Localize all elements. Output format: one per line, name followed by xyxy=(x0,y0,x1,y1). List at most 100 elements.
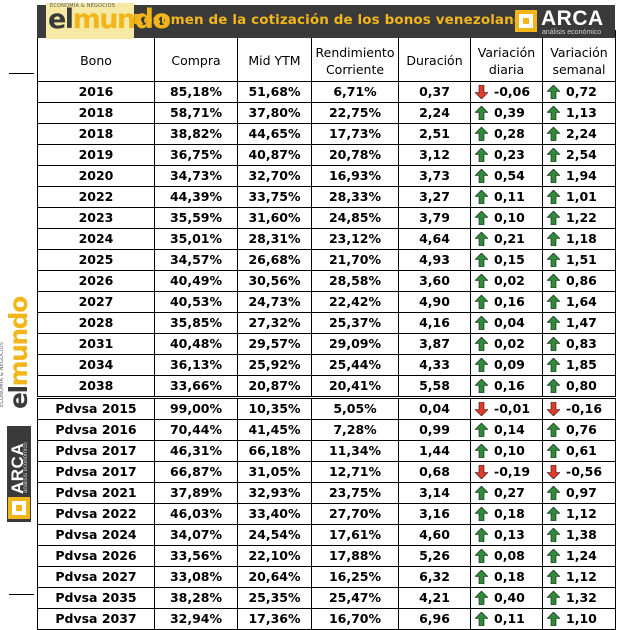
cell-compra: 70,44% xyxy=(154,419,238,441)
cell-duracion: 5,58 xyxy=(398,375,471,398)
cell-variacion-semanal: 1,38 xyxy=(542,524,616,546)
cell-duracion: 3,12 xyxy=(398,144,471,166)
cell-variacion-semanal: 2,54 xyxy=(542,144,616,166)
cell-duracion: 0,99 xyxy=(398,419,471,441)
table-row: Pdvsa 2024 34,07% 24,54% 17,61% 4,60 0,13 1,38 xyxy=(37,524,616,546)
arrow-up-icon xyxy=(475,126,488,141)
arrow-up-icon xyxy=(475,378,488,393)
arrow-up-icon xyxy=(547,378,560,393)
table-row: Pdvsa 2021 37,89% 32,93% 23,75% 3,14 0,27 0,97 xyxy=(37,482,616,504)
arrow-up-icon xyxy=(547,485,560,500)
arrow-up-icon xyxy=(475,252,488,267)
cell-rendimiento: 17,61% xyxy=(311,524,399,546)
cell-duracion: 4,60 xyxy=(398,524,471,546)
cell-variacion-diaria: 0,28 xyxy=(470,123,543,145)
cell-compra: 40,48% xyxy=(154,333,238,355)
cell-mid-ytm: 32,70% xyxy=(237,165,312,187)
arrow-up-icon xyxy=(475,273,488,288)
cell-mid-ytm: 44,65% xyxy=(237,123,312,145)
cell-variacion-semanal: 1,94 xyxy=(542,165,616,187)
cell-mid-ytm: 25,92% xyxy=(237,354,312,376)
table-body: 2016 85,18% 51,68% 6,71% 0,37 -0,06 0,72 2018 58… xyxy=(37,81,616,630)
cell-duracion: 2,51 xyxy=(398,123,471,145)
arca-logo-side: ARCA análisis económico xyxy=(7,426,31,522)
arrow-up-icon xyxy=(547,210,560,225)
cell-duracion: 3,79 xyxy=(398,207,471,229)
cell-mid-ytm: 20,64% xyxy=(237,566,312,588)
cell-rendimiento: 24,85% xyxy=(311,207,399,229)
cell-bono: 2019 xyxy=(37,144,155,166)
cell-variacion-semanal: 1,64 xyxy=(542,291,616,313)
cell-variacion-semanal: 0,83 xyxy=(542,333,616,355)
cell-compra: 40,49% xyxy=(154,270,238,292)
cell-compra: 46,03% xyxy=(154,503,238,525)
cell-rendimiento: 22,75% xyxy=(311,102,399,124)
cell-rendimiento: 25,44% xyxy=(311,354,399,376)
variation-value: 0,08 xyxy=(494,548,525,563)
cell-compra: 32,94% xyxy=(154,608,238,630)
cell-variacion-semanal: 1,24 xyxy=(542,545,616,567)
table-row: 2016 85,18% 51,68% 6,71% 0,37 -0,06 0,72 xyxy=(37,81,616,103)
arrow-up-icon xyxy=(547,147,560,162)
cell-mid-ytm: 20,87% xyxy=(237,375,312,398)
arrow-up-icon xyxy=(547,168,560,183)
cell-variacion-diaria: 0,21 xyxy=(470,228,543,250)
cell-duracion: 4,16 xyxy=(398,312,471,334)
cell-compra: 35,59% xyxy=(154,207,238,229)
variation-value: -0,06 xyxy=(494,84,531,99)
arrow-up-icon xyxy=(547,548,560,563)
cell-mid-ytm: 40,87% xyxy=(237,144,312,166)
arrow-up-icon xyxy=(475,485,488,500)
arrow-up-icon xyxy=(475,527,488,542)
cell-rendimiento: 17,73% xyxy=(311,123,399,145)
cell-mid-ytm: 28,31% xyxy=(237,228,312,250)
cell-mid-ytm: 17,36% xyxy=(237,608,312,630)
variation-value: 1,12 xyxy=(566,569,597,584)
cell-variacion-diaria: -0,06 xyxy=(470,81,543,103)
cell-variacion-diaria: 0,16 xyxy=(470,291,543,313)
cell-duracion: 3,87 xyxy=(398,333,471,355)
cell-variacion-semanal: 1,51 xyxy=(542,249,616,271)
cell-mid-ytm: 24,73% xyxy=(237,291,312,313)
variation-value: 0,02 xyxy=(494,273,525,288)
cell-rendimiento: 12,71% xyxy=(311,461,399,483)
cell-rendimiento: 27,70% xyxy=(311,503,399,525)
variation-value: -0,01 xyxy=(494,401,531,416)
cell-variacion-semanal: 1,12 xyxy=(542,503,616,525)
cell-compra: 37,89% xyxy=(154,482,238,504)
cell-bono: Pdvsa 2015 xyxy=(37,396,155,420)
cell-rendimiento: 17,88% xyxy=(311,545,399,567)
cell-variacion-semanal: -0,16 xyxy=(542,396,616,420)
table-row: 2025 34,57% 26,68% 21,70% 4,93 0,15 1,51 xyxy=(37,249,616,271)
cell-compra: 35,01% xyxy=(154,228,238,250)
variation-value: 1,13 xyxy=(566,105,597,120)
cell-variacion-semanal: 1,85 xyxy=(542,354,616,376)
cell-variacion-diaria: 0,09 xyxy=(470,354,543,376)
variation-value: 0,27 xyxy=(494,485,525,500)
arrow-up-icon xyxy=(475,422,488,437)
arrow-up-icon xyxy=(547,231,560,246)
cell-mid-ytm: 10,35% xyxy=(237,396,312,420)
cell-compra: 36,13% xyxy=(154,354,238,376)
cell-rendimiento: 11,34% xyxy=(311,440,399,462)
cell-mid-ytm: 51,68% xyxy=(237,81,312,103)
cell-duracion: 3,73 xyxy=(398,165,471,187)
cell-rendimiento: 28,33% xyxy=(311,186,399,208)
cell-rendimiento: 16,93% xyxy=(311,165,399,187)
cell-rendimiento: 20,78% xyxy=(311,144,399,166)
cell-variacion-semanal: 1,22 xyxy=(542,207,616,229)
arca-tagline-side: análisis económico xyxy=(23,442,29,493)
arca-logo-top: ARCA análisis económico xyxy=(512,5,614,38)
cell-rendimiento: 21,70% xyxy=(311,249,399,271)
arrow-up-icon xyxy=(475,231,488,246)
cell-bono: 2026 xyxy=(37,270,155,292)
cell-mid-ytm: 24,54% xyxy=(237,524,312,546)
cell-bono: Pdvsa 2022 xyxy=(37,503,155,525)
cell-compra: 58,71% xyxy=(154,102,238,124)
cell-bono: Pdvsa 2017 xyxy=(37,440,155,462)
cell-bono: 2034 xyxy=(37,354,155,376)
variation-value: 0,72 xyxy=(566,84,597,99)
cell-compra: 35,85% xyxy=(154,312,238,334)
variation-value: 0,76 xyxy=(566,422,597,437)
variation-value: 1,10 xyxy=(566,611,597,626)
